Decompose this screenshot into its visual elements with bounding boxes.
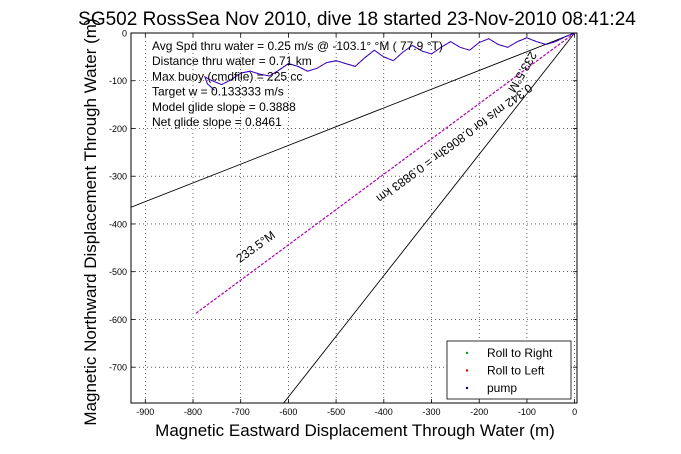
y-tick-label: -400 <box>109 219 127 229</box>
y-tick-label: 0 <box>122 29 127 39</box>
legend-marker <box>465 351 469 355</box>
x-tick-label: -600 <box>279 407 297 417</box>
legend-entry: pump <box>487 381 517 395</box>
legend-entry: Roll to Left <box>487 364 545 378</box>
reference-line-lower <box>283 33 575 403</box>
x-tick-label: -400 <box>375 407 393 417</box>
annotation-line: Model glide slope = 0.3888 <box>152 100 296 114</box>
plot-area: -900 -800 -700 -600 -500 -400 -300 -200 -100 0 0 -1… <box>109 29 578 417</box>
y-tick-label: -600 <box>109 315 127 325</box>
y-tick-label: -200 <box>109 124 127 134</box>
x-tick-label: 0 <box>572 407 577 417</box>
annotation-line: Net glide slope = 0.8461 <box>152 115 282 129</box>
x-tick-label: -900 <box>136 407 154 417</box>
legend-marker <box>465 369 469 372</box>
annotation-line: Max buoy (cmdfile) = 225 cc <box>152 69 302 83</box>
track-series-overlay-0 <box>204 33 575 91</box>
heading-vector <box>195 33 575 315</box>
x-tick-label: -200 <box>470 407 488 417</box>
x-tick-label: -700 <box>232 407 250 417</box>
x-tick-label: -100 <box>518 407 536 417</box>
chart-title: SG502 RossSea Nov 2010, dive 18 started … <box>78 9 636 30</box>
annotation-line: Target w = 0.133333 m/s <box>152 85 284 99</box>
x-tick-label: -300 <box>423 407 441 417</box>
legend-marker <box>465 386 469 390</box>
x-axis-label: Magnetic Eastward Displacement Through W… <box>155 421 555 440</box>
plot-frame <box>130 32 578 404</box>
annotation-line: Distance thru water = 0.71 km <box>152 54 312 68</box>
y-tick-label: -300 <box>109 172 127 182</box>
y-tick-label: -500 <box>109 267 127 277</box>
y-axis-label: Magnetic Northward Displacement Through … <box>81 18 100 425</box>
legend-entry: Roll to Right <box>487 346 553 360</box>
plot-data <box>131 33 575 403</box>
annotation-line: Avg Spd thru water = 0.25 m/s @ -103.1° … <box>152 39 443 53</box>
x-tick-label: -800 <box>184 407 202 417</box>
y-tick-label: -100 <box>109 76 127 86</box>
reference-line-upper <box>131 33 575 208</box>
y-tick-label: -700 <box>109 363 127 373</box>
x-tick-label: -500 <box>327 407 345 417</box>
